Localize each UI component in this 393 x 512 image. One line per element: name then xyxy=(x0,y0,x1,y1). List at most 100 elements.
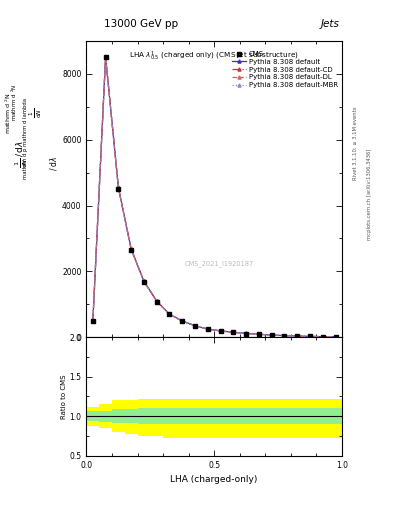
Pythia 8.308 default-MBR xyxy=(90,318,95,324)
Pythia 8.308 default xyxy=(308,333,312,339)
CMS xyxy=(269,332,274,338)
Pythia 8.308 default-MBR xyxy=(257,331,261,337)
Pythia 8.308 default-CD xyxy=(320,334,325,340)
Text: mathrm d $^2$N: mathrm d $^2$N xyxy=(10,84,19,121)
Pythia 8.308 default-CD xyxy=(129,246,134,252)
Pythia 8.308 default-DL xyxy=(141,279,146,285)
Pythia 8.308 default xyxy=(116,184,121,190)
Pythia 8.308 default-CD xyxy=(103,54,108,60)
X-axis label: LHA (charged-only): LHA (charged-only) xyxy=(171,475,258,484)
Pythia 8.308 default-DL xyxy=(269,332,274,338)
Pythia 8.308 default-MBR xyxy=(129,246,134,252)
Pythia 8.308 default-CD xyxy=(295,333,299,339)
Pythia 8.308 default-CD xyxy=(244,330,248,336)
CMS xyxy=(116,186,121,192)
Legend: CMS, Pythia 8.308 default, Pythia 8.308 default-CD, Pythia 8.308 default-DL, Pyt: CMS, Pythia 8.308 default, Pythia 8.308 … xyxy=(231,50,338,89)
Pythia 8.308 default-DL xyxy=(231,329,236,335)
Pythia 8.308 default-MBR xyxy=(320,334,325,340)
Pythia 8.308 default-DL xyxy=(103,54,108,60)
Pythia 8.308 default xyxy=(244,330,248,336)
Pythia 8.308 default-CD xyxy=(218,328,223,334)
Pythia 8.308 default-CD xyxy=(154,298,159,304)
Pythia 8.308 default-DL xyxy=(257,331,261,337)
Pythia 8.308 default xyxy=(257,331,261,337)
Pythia 8.308 default-CD xyxy=(141,279,146,285)
Pythia 8.308 default-CD xyxy=(333,334,338,340)
Text: $\frac{1}{\mathrm{d}N}\,/\,\mathrm{d}\lambda$: $\frac{1}{\mathrm{d}N}\,/\,\mathrm{d}\la… xyxy=(13,140,30,167)
Text: mathrm d $^{2}$N: mathrm d $^{2}$N xyxy=(4,92,13,134)
CMS xyxy=(244,330,248,336)
Pythia 8.308 default xyxy=(333,334,338,340)
Pythia 8.308 default-DL xyxy=(180,318,185,324)
Pythia 8.308 default-CD xyxy=(193,323,197,329)
CMS xyxy=(141,279,146,285)
Line: Pythia 8.308 default: Pythia 8.308 default xyxy=(91,55,337,338)
CMS xyxy=(206,326,210,332)
Pythia 8.308 default-MBR xyxy=(244,331,248,337)
CMS xyxy=(180,318,185,324)
Line: Pythia 8.308 default-DL: Pythia 8.308 default-DL xyxy=(91,55,337,338)
Pythia 8.308 default-DL xyxy=(244,330,248,336)
Pythia 8.308 default-DL xyxy=(206,326,210,332)
Text: $\frac{1}{\mathrm{d}N}$: $\frac{1}{\mathrm{d}N}$ xyxy=(27,108,44,118)
Pythia 8.308 default-DL xyxy=(295,333,299,339)
Text: Rivet 3.1.10; ≥ 3.1M events: Rivet 3.1.10; ≥ 3.1M events xyxy=(353,106,358,180)
CMS xyxy=(193,323,197,329)
Pythia 8.308 default xyxy=(180,318,185,324)
Pythia 8.308 default xyxy=(167,311,172,317)
Text: 13000 GeV pp: 13000 GeV pp xyxy=(105,18,178,29)
CMS xyxy=(231,329,236,335)
Pythia 8.308 default-CD xyxy=(180,318,185,324)
Pythia 8.308 default xyxy=(269,332,274,338)
Pythia 8.308 default-MBR xyxy=(282,333,287,339)
CMS xyxy=(167,311,172,317)
Text: CMS_2021_I1920187: CMS_2021_I1920187 xyxy=(185,260,254,267)
CMS xyxy=(295,333,299,339)
Pythia 8.308 default-CD xyxy=(269,332,274,338)
Pythia 8.308 default-DL xyxy=(154,298,159,304)
Pythia 8.308 default-CD xyxy=(90,318,95,324)
Pythia 8.308 default xyxy=(154,298,159,304)
Text: LHA $\lambda^{1}_{0.5}$ (charged only) (CMS jet substructure): LHA $\lambda^{1}_{0.5}$ (charged only) (… xyxy=(129,50,299,63)
CMS xyxy=(333,334,338,340)
CMS xyxy=(103,54,108,60)
Pythia 8.308 default-DL xyxy=(218,328,223,334)
Pythia 8.308 default-MBR xyxy=(180,318,185,324)
CMS xyxy=(218,328,223,334)
Y-axis label: Ratio to CMS: Ratio to CMS xyxy=(61,374,67,419)
Pythia 8.308 default-MBR xyxy=(308,333,312,339)
Pythia 8.308 default-CD xyxy=(116,184,121,190)
Pythia 8.308 default xyxy=(206,326,210,332)
Line: Pythia 8.308 default-CD: Pythia 8.308 default-CD xyxy=(91,55,337,338)
Pythia 8.308 default-MBR xyxy=(116,185,121,191)
Pythia 8.308 default-DL xyxy=(282,333,287,339)
Pythia 8.308 default xyxy=(218,328,223,334)
Pythia 8.308 default xyxy=(282,332,287,338)
Pythia 8.308 default-DL xyxy=(333,334,338,340)
CMS xyxy=(129,247,134,253)
Pythia 8.308 default-CD xyxy=(257,331,261,337)
Pythia 8.308 default-CD xyxy=(231,329,236,335)
Pythia 8.308 default-MBR xyxy=(333,334,338,340)
CMS xyxy=(154,298,159,305)
Pythia 8.308 default-MBR xyxy=(295,333,299,339)
Pythia 8.308 default xyxy=(193,323,197,329)
Pythia 8.308 default-MBR xyxy=(141,279,146,285)
Text: mcplots.cern.ch [arXiv:1306.3436]: mcplots.cern.ch [arXiv:1306.3436] xyxy=(367,149,372,240)
Pythia 8.308 default-CD xyxy=(308,333,312,339)
Text: Jets: Jets xyxy=(321,18,340,29)
CMS xyxy=(320,334,325,340)
Pythia 8.308 default-DL xyxy=(320,334,325,340)
Text: mathrm d p mathrm d lambda: mathrm d p mathrm d lambda xyxy=(23,98,28,179)
Pythia 8.308 default-DL xyxy=(193,323,197,329)
Pythia 8.308 default-MBR xyxy=(167,311,172,317)
Pythia 8.308 default-DL xyxy=(308,333,312,339)
Pythia 8.308 default xyxy=(129,246,134,252)
CMS xyxy=(257,331,261,337)
Pythia 8.308 default xyxy=(103,54,108,60)
Pythia 8.308 default-CD xyxy=(206,326,210,332)
Pythia 8.308 default-MBR xyxy=(206,326,210,332)
Pythia 8.308 default-DL xyxy=(167,311,172,317)
Pythia 8.308 default-DL xyxy=(129,246,134,252)
Pythia 8.308 default-MBR xyxy=(193,323,197,329)
